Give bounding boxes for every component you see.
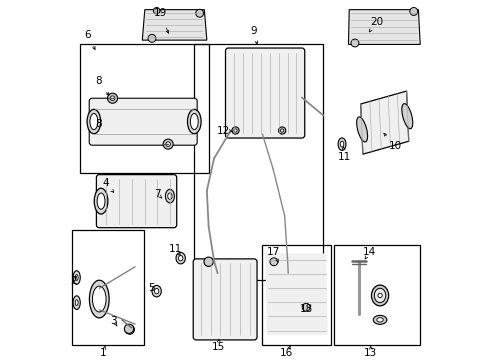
FancyBboxPatch shape xyxy=(89,98,197,145)
Ellipse shape xyxy=(231,127,239,134)
Ellipse shape xyxy=(178,256,183,261)
Text: 11: 11 xyxy=(169,244,182,254)
Polygon shape xyxy=(142,10,206,40)
Ellipse shape xyxy=(94,188,108,214)
Text: 4: 4 xyxy=(102,178,108,188)
Ellipse shape xyxy=(377,293,382,298)
Ellipse shape xyxy=(153,8,160,14)
Ellipse shape xyxy=(75,275,78,280)
Ellipse shape xyxy=(87,109,101,134)
FancyBboxPatch shape xyxy=(96,175,176,228)
Ellipse shape xyxy=(187,109,201,134)
Polygon shape xyxy=(265,253,327,335)
Text: 17: 17 xyxy=(267,247,280,257)
Ellipse shape xyxy=(92,286,106,312)
Text: 20: 20 xyxy=(369,17,382,27)
Text: 8: 8 xyxy=(95,76,102,86)
Ellipse shape xyxy=(376,318,383,322)
Ellipse shape xyxy=(163,139,173,149)
FancyBboxPatch shape xyxy=(193,259,257,340)
Ellipse shape xyxy=(124,324,133,333)
Text: 8: 8 xyxy=(95,120,102,129)
Text: 5: 5 xyxy=(148,283,155,293)
Bar xyxy=(194,44,323,280)
Ellipse shape xyxy=(280,129,283,132)
Ellipse shape xyxy=(125,325,134,334)
Text: 1: 1 xyxy=(100,348,106,358)
Text: 15: 15 xyxy=(212,342,225,352)
Ellipse shape xyxy=(203,257,213,266)
Text: 9: 9 xyxy=(250,26,256,36)
Text: 10: 10 xyxy=(388,141,401,151)
Text: 18: 18 xyxy=(299,304,312,314)
Ellipse shape xyxy=(269,258,277,266)
Ellipse shape xyxy=(356,117,367,142)
Ellipse shape xyxy=(176,252,185,264)
Ellipse shape xyxy=(190,113,198,130)
Text: 19: 19 xyxy=(153,8,166,18)
Ellipse shape xyxy=(148,35,156,42)
Text: 11: 11 xyxy=(337,152,350,162)
Text: 7: 7 xyxy=(154,189,161,199)
Ellipse shape xyxy=(165,142,170,147)
Text: 12: 12 xyxy=(217,126,230,135)
Ellipse shape xyxy=(302,303,309,311)
Ellipse shape xyxy=(401,104,412,129)
Ellipse shape xyxy=(97,193,105,209)
Bar xyxy=(333,244,419,345)
Ellipse shape xyxy=(340,141,343,147)
Polygon shape xyxy=(360,91,408,154)
FancyBboxPatch shape xyxy=(225,48,304,138)
Ellipse shape xyxy=(75,300,78,306)
Text: 6: 6 xyxy=(84,30,91,40)
Ellipse shape xyxy=(278,127,285,134)
Ellipse shape xyxy=(167,193,172,199)
Bar xyxy=(72,230,144,345)
Ellipse shape xyxy=(152,285,161,297)
Ellipse shape xyxy=(154,288,159,294)
Ellipse shape xyxy=(110,96,115,100)
Polygon shape xyxy=(348,10,419,44)
Ellipse shape xyxy=(233,129,237,132)
Ellipse shape xyxy=(165,189,174,203)
Ellipse shape xyxy=(73,271,80,284)
Ellipse shape xyxy=(337,138,346,150)
Ellipse shape xyxy=(89,280,109,318)
Bar xyxy=(80,44,208,173)
Ellipse shape xyxy=(409,8,417,15)
Ellipse shape xyxy=(373,288,385,303)
Ellipse shape xyxy=(372,315,386,324)
Ellipse shape xyxy=(127,327,132,332)
Ellipse shape xyxy=(90,113,98,130)
Text: 13: 13 xyxy=(364,348,377,358)
Ellipse shape xyxy=(73,296,80,310)
Ellipse shape xyxy=(195,9,203,17)
Ellipse shape xyxy=(107,93,117,103)
Ellipse shape xyxy=(350,39,358,47)
Text: 14: 14 xyxy=(362,247,375,257)
Text: 2: 2 xyxy=(70,276,76,286)
Ellipse shape xyxy=(371,285,388,306)
Text: 3: 3 xyxy=(110,316,117,325)
Text: 16: 16 xyxy=(280,348,293,358)
Bar xyxy=(262,244,330,345)
